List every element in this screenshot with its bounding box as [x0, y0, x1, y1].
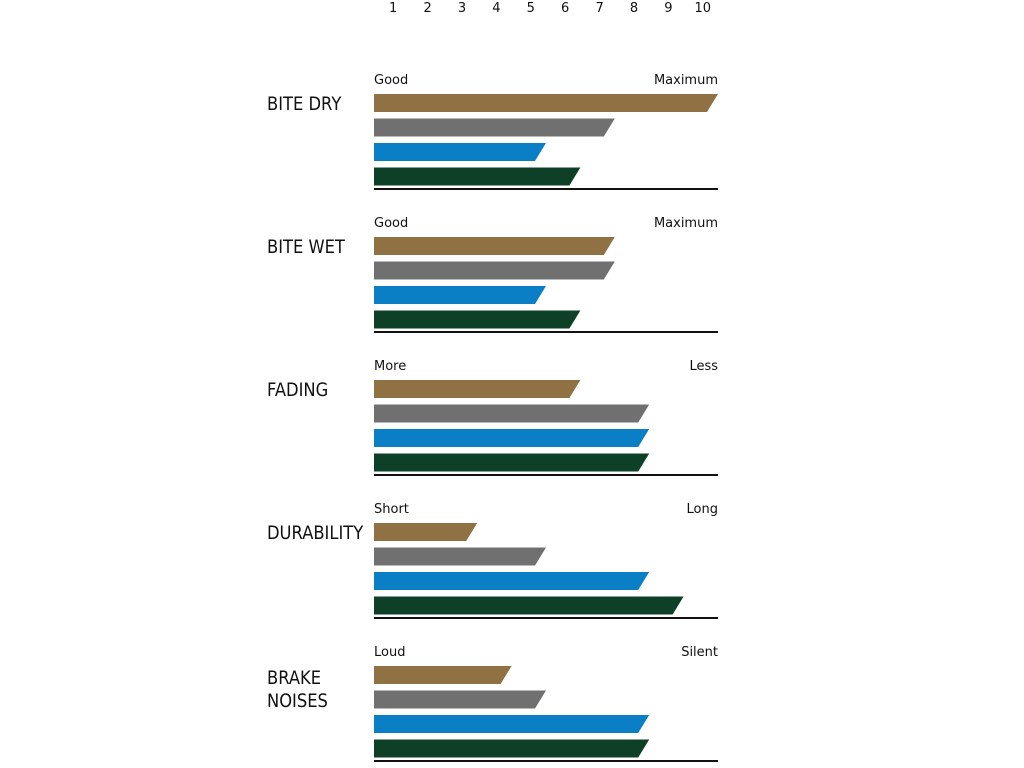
- x-tick-label: 9: [664, 1, 672, 16]
- scale-high-label: Less: [689, 359, 718, 374]
- panel-title: BITE DRY: [267, 94, 342, 115]
- x-tick-label: 6: [561, 1, 569, 16]
- bar: [374, 690, 546, 709]
- bar: [374, 547, 546, 566]
- x-tick-label: 2: [423, 1, 431, 16]
- bar: [374, 261, 615, 280]
- scale-low-label: Loud: [374, 645, 405, 660]
- panel-title: NOISES: [267, 691, 328, 712]
- scale-high-label: Maximum: [654, 216, 718, 231]
- bar: [374, 666, 512, 684]
- panel-title: DURABILITY: [267, 523, 363, 544]
- bar: [374, 523, 478, 541]
- x-tick-label: 7: [595, 1, 603, 16]
- x-tick-label: 1: [389, 1, 397, 16]
- scale-low-label: Good: [374, 73, 408, 88]
- scale-high-label: Maximum: [654, 73, 718, 88]
- bar: [374, 404, 650, 423]
- bar: [374, 572, 650, 590]
- bar: [374, 286, 546, 304]
- x-tick-label: 5: [527, 1, 535, 16]
- scale-low-label: More: [374, 359, 406, 374]
- scale-low-label: Good: [374, 216, 408, 231]
- panel: More Less FADING: [267, 359, 718, 476]
- bar: [374, 739, 650, 758]
- panel: Good Maximum BITE WET: [267, 216, 718, 333]
- bar: [374, 429, 650, 447]
- x-tick-label: 8: [630, 1, 638, 16]
- scale-high-label: Long: [687, 502, 718, 517]
- bar: [374, 167, 581, 186]
- panel-title: BRAKE: [267, 668, 321, 689]
- panel: Short Long DURABILITY: [267, 502, 718, 619]
- bar: [374, 715, 650, 733]
- x-tick-label: 10: [695, 1, 712, 16]
- x-tick-label: 3: [458, 1, 466, 16]
- scale-low-label: Short: [374, 502, 409, 517]
- bar: [374, 237, 615, 255]
- panel-title: FADING: [267, 380, 328, 401]
- bar: [374, 596, 684, 615]
- x-axis-ticks: 1 2 3 4 5 6 7 8 9 10: [389, 1, 711, 16]
- x-tick-label: 4: [492, 1, 500, 16]
- scale-high-label: Silent: [681, 645, 718, 660]
- panel: Good Maximum BITE DRY: [267, 73, 718, 190]
- bar: [374, 453, 650, 472]
- panel-title: BITE WET: [267, 237, 345, 258]
- bar: [374, 118, 615, 137]
- chart-panels: Good Maximum BITE DRY Good Maximum BITE WET Mo…: [267, 73, 718, 762]
- bar: [374, 380, 581, 398]
- bar: [374, 310, 581, 329]
- bar: [374, 143, 546, 161]
- bar: [374, 94, 718, 112]
